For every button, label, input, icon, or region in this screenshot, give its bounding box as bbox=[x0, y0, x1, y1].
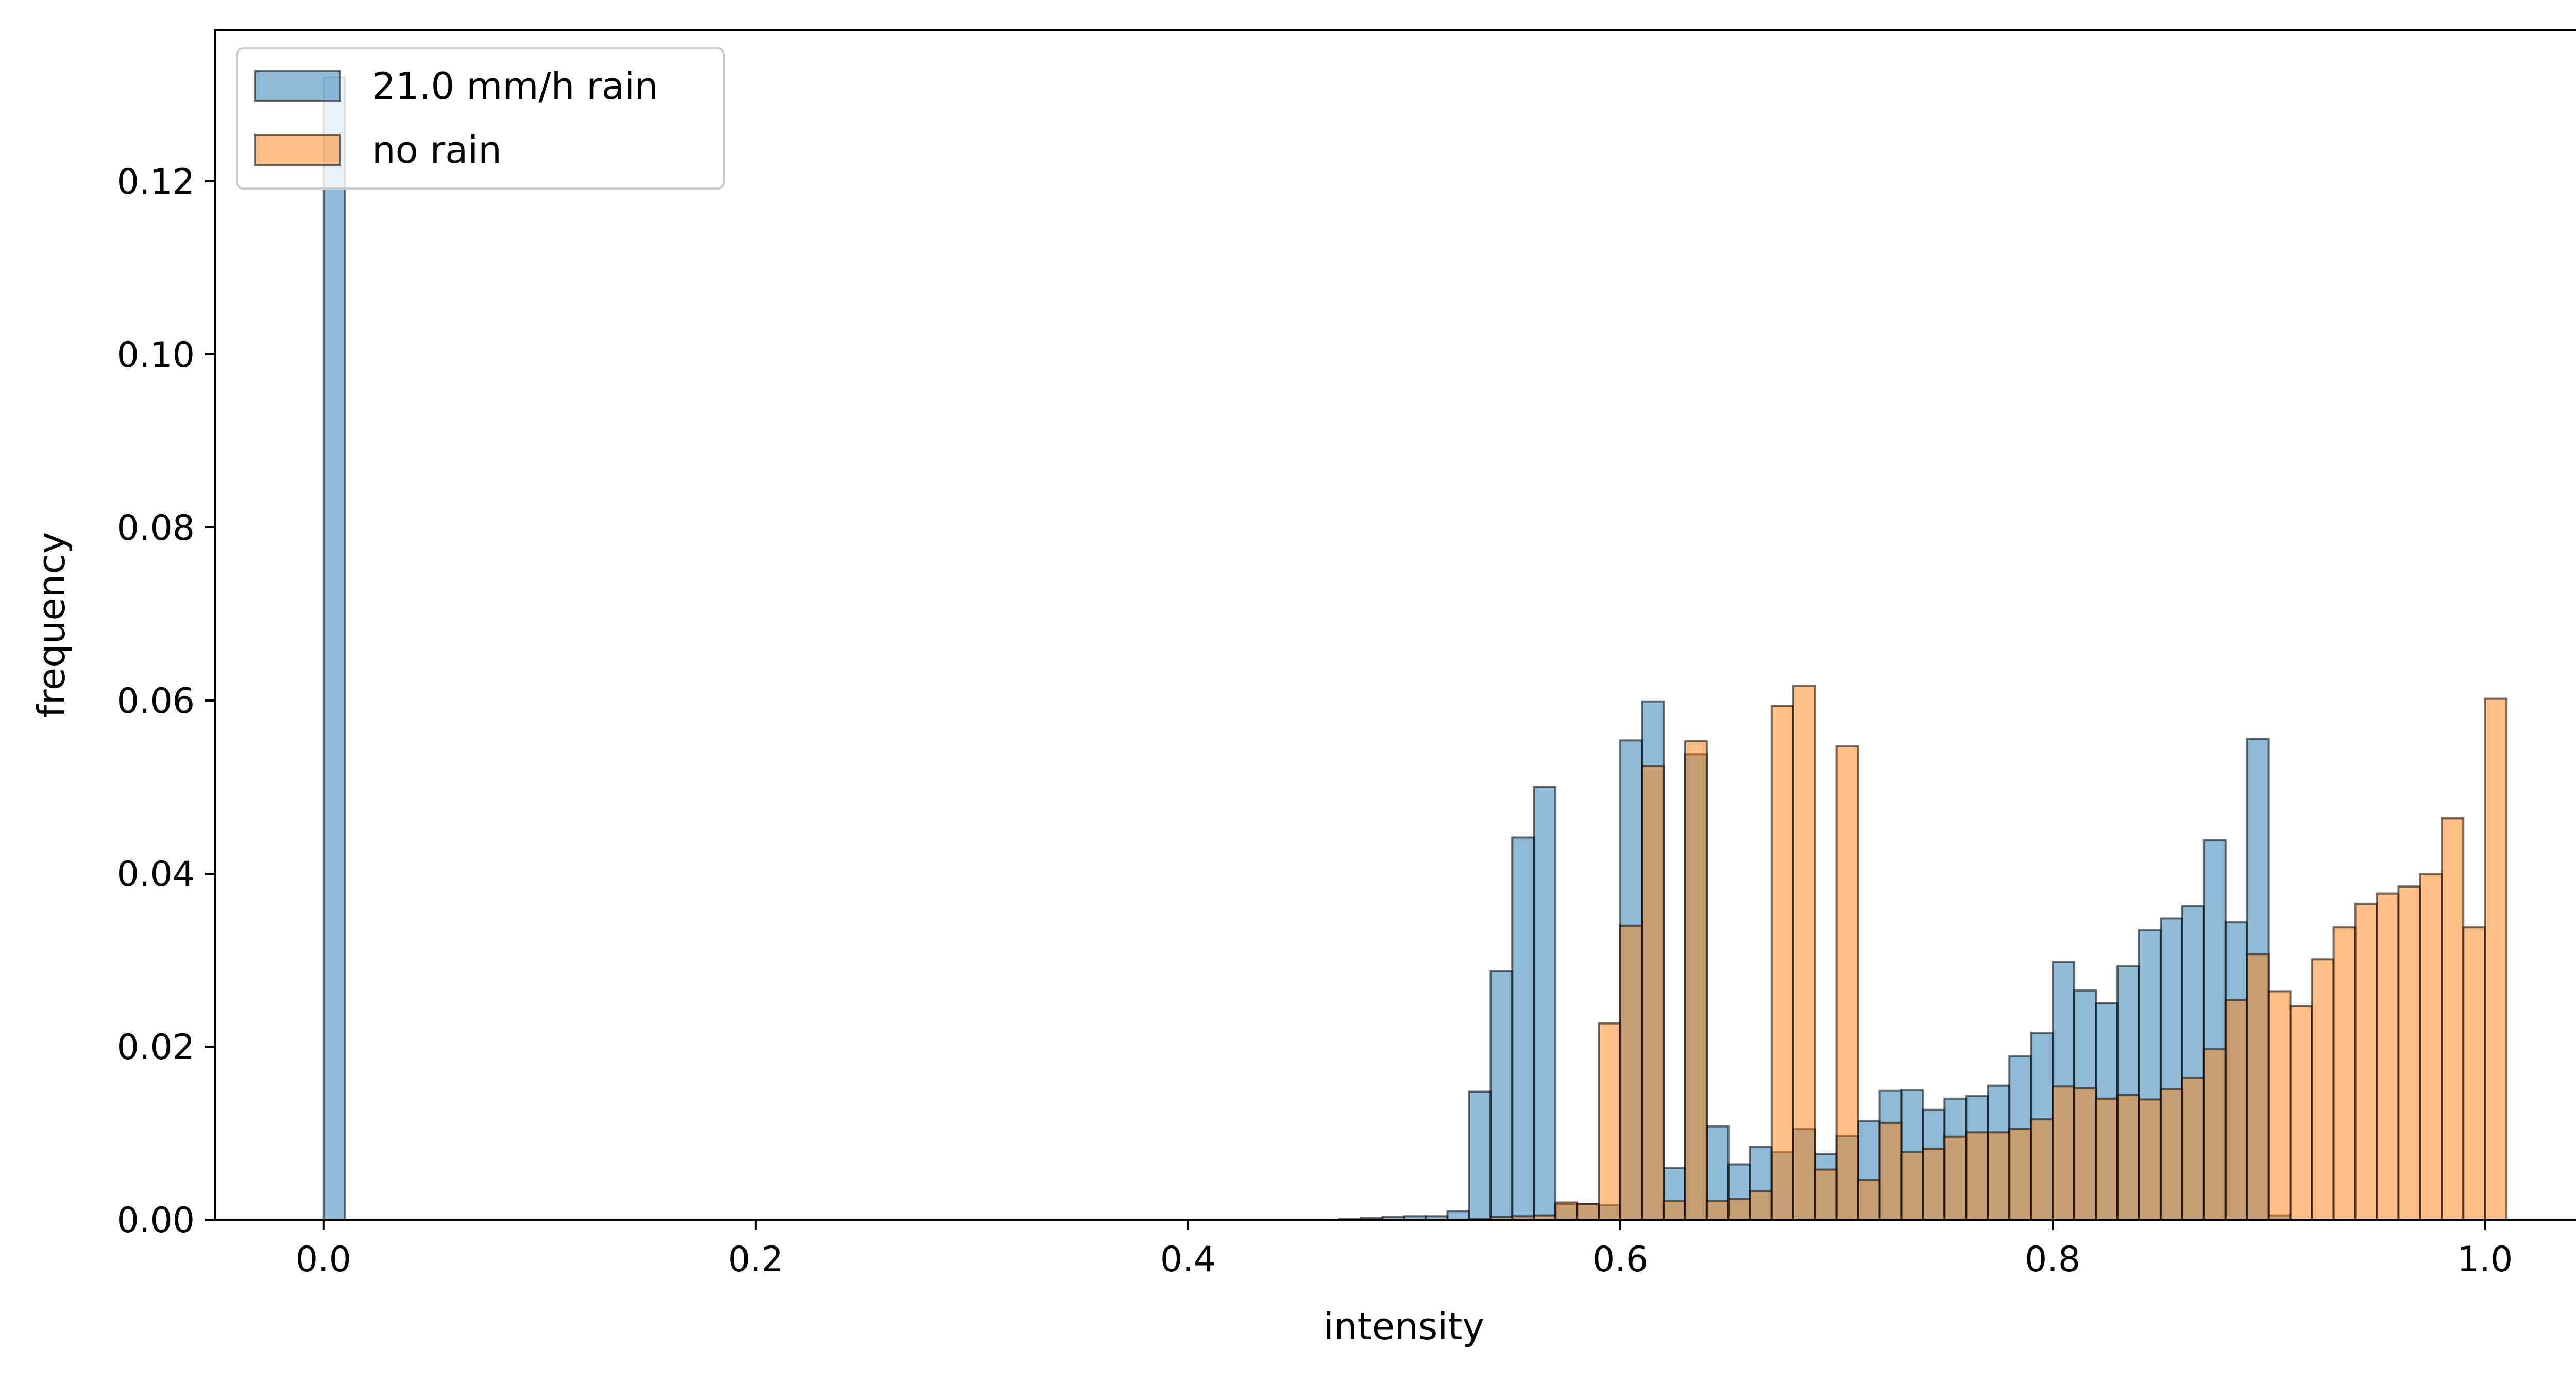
bar-no-rain-47 bbox=[2484, 697, 2508, 1221]
x-tick-label: 0.4 bbox=[1160, 1239, 1216, 1280]
bar-no-rain-27 bbox=[2052, 1085, 2076, 1221]
x-axis-label: intensity bbox=[1324, 1305, 1484, 1348]
bar-no-rain-40 bbox=[2332, 926, 2357, 1221]
bar-no-rain-4 bbox=[1554, 1201, 1579, 1221]
bar-no-rain-19 bbox=[1878, 1121, 1903, 1221]
x-axis: 0.0 0.2 0.4 0.6 0.8 1.0 bbox=[296, 1220, 2513, 1280]
x-tick-label: 0.8 bbox=[2025, 1239, 2080, 1280]
bars-layer bbox=[322, 76, 2508, 1221]
bar-rain-10 bbox=[1533, 786, 1557, 1221]
bar-no-rain-18 bbox=[1857, 1179, 1881, 1221]
bar-no-rain-5 bbox=[1576, 1203, 1600, 1221]
bar-no-rain-10 bbox=[1684, 740, 1708, 1221]
bar-no-rain-9 bbox=[1662, 1200, 1686, 1221]
y-tick-label: 0.08 bbox=[117, 508, 195, 549]
bar-no-rain-36 bbox=[2246, 953, 2270, 1221]
bar-no-rain-42 bbox=[2376, 892, 2400, 1221]
y-tick-label: 0.04 bbox=[117, 854, 195, 895]
bar-no-rain-38 bbox=[2289, 1005, 2313, 1221]
bar-no-rain-13 bbox=[1749, 1190, 1773, 1221]
x-tick-label: 0.0 bbox=[296, 1239, 351, 1280]
bar-no-rain-45 bbox=[2441, 817, 2465, 1221]
x-tick-label: 0.2 bbox=[728, 1239, 784, 1280]
x-tick-label: 0.6 bbox=[1592, 1239, 1648, 1280]
bar-no-rain-21 bbox=[1922, 1148, 1946, 1221]
bar-no-rain-34 bbox=[2202, 1048, 2227, 1221]
bar-rain-7 bbox=[1468, 1090, 1492, 1221]
legend-label-no-rain: no rain bbox=[372, 128, 502, 172]
y-tick-label: 0.06 bbox=[117, 681, 195, 722]
bar-no-rain-44 bbox=[2419, 873, 2443, 1221]
bar-no-rain-43 bbox=[2397, 885, 2421, 1221]
bar-no-rain-29 bbox=[2095, 1097, 2119, 1221]
bar-no-rain-7 bbox=[1619, 924, 1643, 1221]
bar-no-rain-12 bbox=[1727, 1198, 1751, 1221]
plot-area: 0.0 0.2 0.4 0.6 0.8 1.0 0.000.020.040.060.080… bbox=[117, 29, 2576, 1280]
bar-rain-6 bbox=[1446, 1210, 1470, 1221]
bar-rain-8 bbox=[1489, 970, 1514, 1221]
y-tick-label: 0.02 bbox=[117, 1027, 195, 1068]
bar-no-rain-20 bbox=[1900, 1151, 1924, 1221]
legend-swatch-rain bbox=[254, 70, 341, 102]
bar-rain-9 bbox=[1511, 836, 1535, 1221]
y-tick-label: 0.00 bbox=[117, 1200, 195, 1241]
bar-no-rain-25 bbox=[2008, 1128, 2032, 1221]
bar-no-rain-11 bbox=[1705, 1200, 1730, 1221]
legend-box bbox=[236, 47, 725, 190]
bar-no-rain-6 bbox=[1598, 1022, 1622, 1221]
bar-no-rain-23 bbox=[1965, 1131, 1989, 1221]
bar-no-rain-8 bbox=[1641, 765, 1665, 1221]
legend-swatch-no-rain bbox=[254, 134, 341, 166]
bar-no-rain-28 bbox=[2073, 1087, 2097, 1221]
bar-no-rain-33 bbox=[2181, 1077, 2205, 1221]
bar-no-rain-24 bbox=[1987, 1131, 2011, 1221]
legend: 21.0 mm/h rain no rain bbox=[236, 47, 725, 190]
bar-no-rain-35 bbox=[2224, 999, 2248, 1221]
y-tick-label: 0.12 bbox=[117, 162, 195, 202]
axes-frame bbox=[214, 29, 2576, 1221]
bar-no-rain-14 bbox=[1770, 705, 1794, 1221]
bar-no-rain-15 bbox=[1792, 685, 1816, 1221]
y-tick-label: 0.10 bbox=[117, 335, 195, 376]
bar-no-rain-39 bbox=[2311, 958, 2335, 1221]
legend-label-rain: 21.0 mm/h rain bbox=[372, 64, 658, 108]
x-tick-label: 1.0 bbox=[2457, 1239, 2513, 1280]
bar-no-rain-16 bbox=[1814, 1168, 1838, 1221]
y-axis-label: frequency bbox=[30, 532, 73, 718]
bar-no-rain-22 bbox=[1943, 1135, 1968, 1221]
bar-no-rain-17 bbox=[1835, 745, 1859, 1221]
bar-no-rain-32 bbox=[2159, 1088, 2183, 1221]
bar-no-rain-46 bbox=[2462, 926, 2486, 1221]
bar-rain-0 bbox=[322, 76, 346, 1221]
bar-no-rain-30 bbox=[2116, 1094, 2140, 1221]
bar-no-rain-41 bbox=[2354, 902, 2378, 1221]
bar-no-rain-26 bbox=[2030, 1118, 2054, 1221]
bar-no-rain-37 bbox=[2267, 990, 2292, 1221]
bar-no-rain-31 bbox=[2138, 1098, 2162, 1221]
y-axis: 0.00 0.02 0.04 0.06 0.08 0.10 0.12 bbox=[117, 162, 215, 1241]
